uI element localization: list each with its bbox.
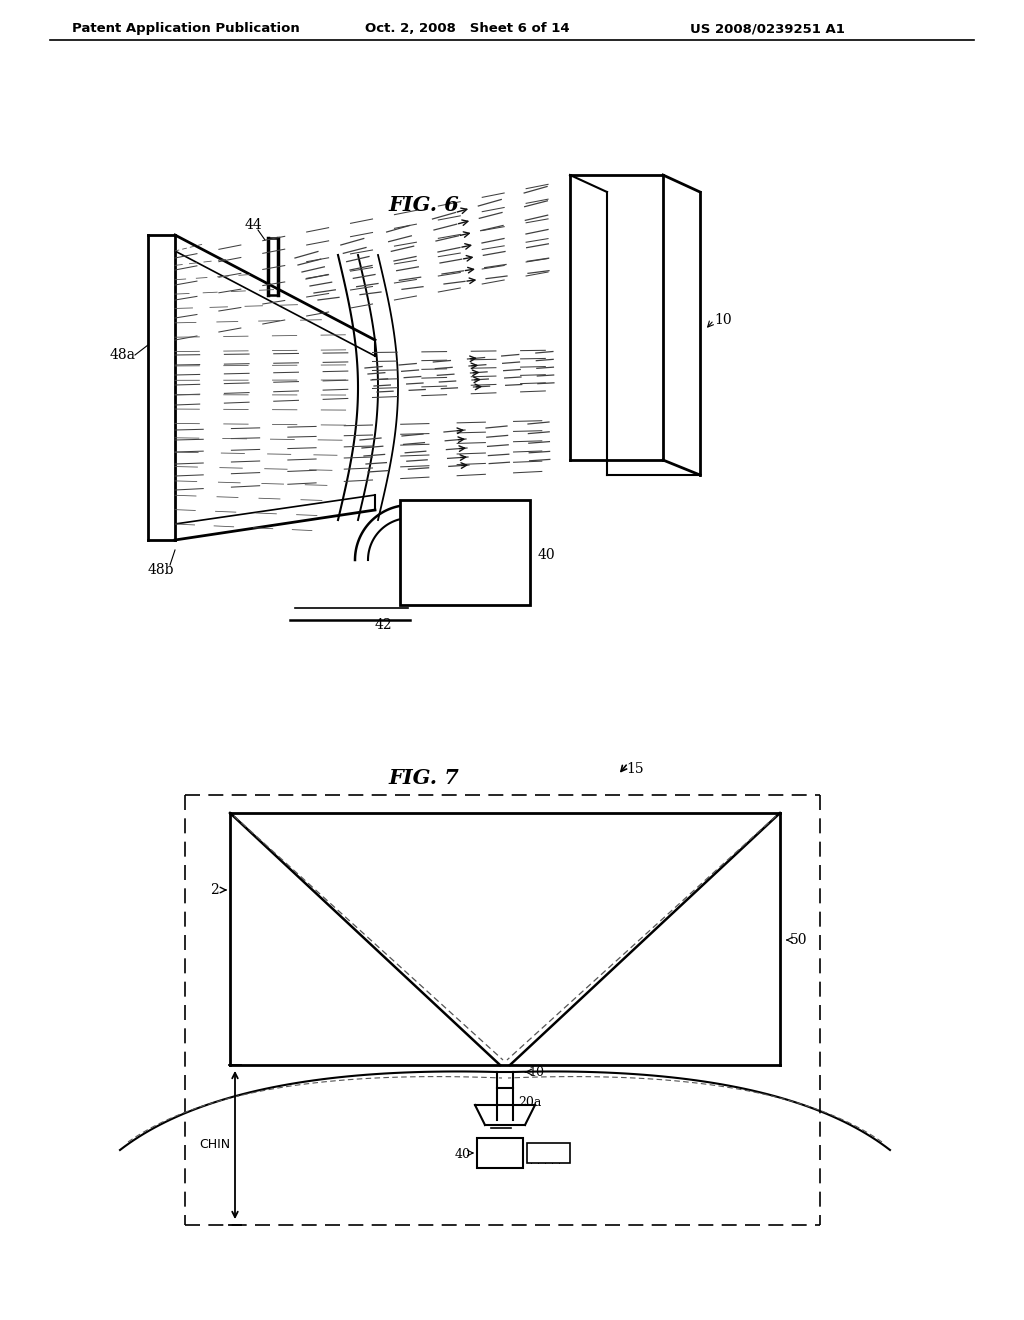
Text: 2: 2 [210, 883, 219, 898]
Text: 40: 40 [538, 548, 556, 562]
Text: FIG. 6: FIG. 6 [388, 195, 459, 215]
Text: 42: 42 [375, 618, 392, 632]
Text: 15: 15 [626, 762, 644, 776]
Text: US 2008/0239251 A1: US 2008/0239251 A1 [690, 22, 845, 36]
Bar [400, 500, 530, 605]
Text: 48a: 48a [110, 348, 136, 362]
Text: 40: 40 [455, 1148, 471, 1162]
Text: FIG. 7: FIG. 7 [388, 768, 459, 788]
Bar [527, 1143, 570, 1163]
Text: 50: 50 [790, 933, 808, 946]
Text: Patent Application Publication: Patent Application Publication [72, 22, 300, 36]
Text: 10: 10 [714, 313, 731, 327]
Text: 10: 10 [528, 1065, 544, 1078]
Text: 44: 44 [245, 218, 263, 232]
Bar [477, 1138, 523, 1168]
Text: CHIN: CHIN [199, 1138, 230, 1151]
Text: 48b: 48b [148, 564, 174, 577]
Text: Oct. 2, 2008   Sheet 6 of 14: Oct. 2, 2008 Sheet 6 of 14 [365, 22, 569, 36]
Text: 20a: 20a [518, 1096, 542, 1109]
